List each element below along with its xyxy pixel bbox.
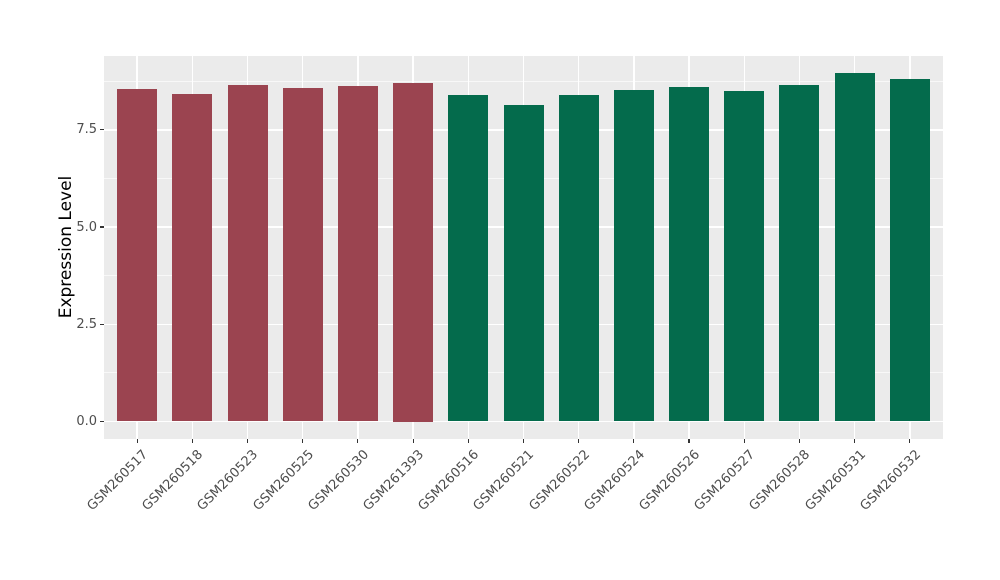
bar-GSM260521 — [503, 104, 544, 422]
bar-GSM260532 — [889, 78, 930, 422]
y-tick-mark — [100, 129, 104, 131]
bar-GSM260531 — [834, 73, 875, 422]
x-tick-mark — [412, 439, 414, 443]
bar-GSM260530 — [337, 85, 378, 422]
y-tick-label: 5.0 — [76, 219, 97, 235]
x-tick-mark — [191, 439, 193, 443]
x-tick-mark — [467, 439, 469, 443]
x-tick-mark — [522, 439, 525, 443]
y-tick-mark — [100, 420, 104, 423]
y-tick-label: 7.5 — [76, 122, 97, 138]
bar-GSM260528 — [779, 85, 820, 422]
x-tick-mark — [743, 439, 745, 443]
bar-GSM260525 — [282, 87, 323, 422]
x-tick-mark — [854, 439, 856, 443]
y-tick-label: 2.5 — [76, 316, 97, 332]
x-tick-mark — [798, 439, 801, 443]
x-tick-mark — [357, 439, 359, 443]
bar-GSM260518 — [172, 93, 213, 422]
x-tick-mark — [633, 439, 635, 443]
bar-GSM260527 — [724, 90, 765, 422]
x-tick-mark — [136, 439, 138, 443]
x-tick-mark — [246, 439, 249, 443]
bar-GSM261393 — [393, 82, 434, 422]
bar-GSM260517 — [117, 89, 158, 422]
bar-GSM260523 — [227, 84, 268, 422]
x-tick-mark — [688, 439, 690, 443]
bar-GSM260524 — [613, 90, 654, 422]
bar-GSM260526 — [669, 86, 710, 422]
x-tick-mark — [578, 439, 580, 443]
bar-GSM260522 — [558, 94, 599, 422]
y-tick-mark — [100, 226, 104, 228]
x-tick-mark — [909, 439, 911, 443]
bar-GSM260516 — [448, 95, 489, 422]
y-tick-label: 0.0 — [76, 414, 97, 429]
y-tick-mark — [100, 323, 104, 325]
x-tick-mark — [302, 439, 304, 443]
